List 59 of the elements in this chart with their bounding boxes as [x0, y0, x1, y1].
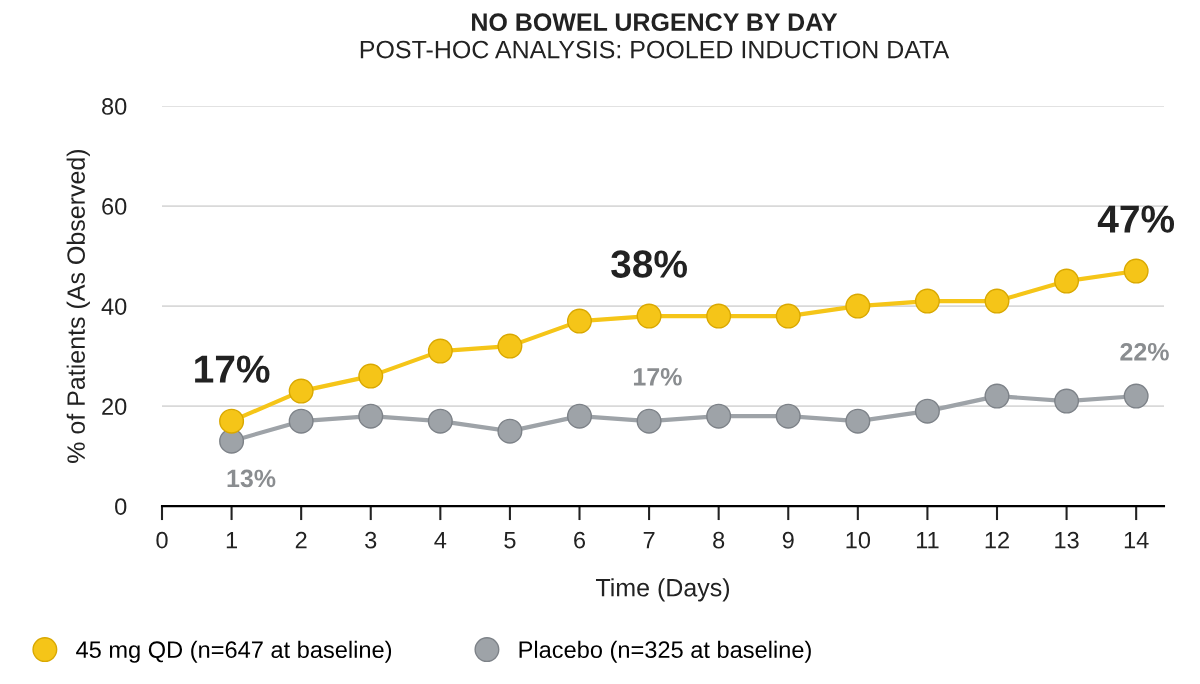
annotation: 17%	[633, 367, 682, 386]
x-tick-label: 6	[574, 531, 586, 549]
chart-subtitle: POST-HOC ANALYSIS: POOLED INDUCTION DATA	[360, 40, 950, 59]
point	[1054, 268, 1080, 294]
y-tick-label: 0	[115, 498, 127, 515]
x-tick-label: 5	[504, 532, 516, 549]
point	[358, 363, 384, 389]
legend-label: Placebo (n=325 at baseline)	[519, 640, 811, 663]
point	[636, 303, 662, 329]
x-tick-label: 1	[226, 532, 237, 549]
point	[566, 403, 593, 429]
x-tick-label: 7	[643, 532, 655, 549]
x-tick-label: 11	[916, 532, 939, 549]
point	[497, 333, 523, 359]
x-tick-label: 14	[1124, 532, 1149, 549]
point	[1054, 388, 1080, 414]
y-axis-title: % of Patients (As Observed)	[66, 149, 90, 463]
y-tick-label: 60	[102, 198, 127, 215]
x-tick-label: 0	[156, 531, 168, 549]
point	[497, 418, 523, 444]
y-tick-label: 40	[101, 298, 127, 315]
x-tick-label: 2	[295, 531, 307, 549]
chart-title: NO BOWEL URGENCY BY DAY	[472, 13, 838, 32]
point	[845, 408, 871, 434]
y-tick-label: 20	[102, 398, 127, 415]
annotation: 22%	[1120, 342, 1169, 361]
point	[775, 403, 801, 429]
x-tick-label: 4	[434, 532, 447, 549]
point	[914, 288, 940, 314]
annotation: 13%	[227, 469, 276, 488]
legend-label: 45 mg QD (n=647 at baseline)	[76, 640, 392, 663]
point	[427, 338, 453, 364]
annotation: 47%	[1097, 205, 1175, 233]
x-tick-label: 9	[782, 531, 794, 549]
point	[636, 408, 662, 434]
point	[358, 403, 384, 429]
point	[984, 288, 1010, 314]
point	[706, 403, 732, 429]
point	[566, 308, 593, 334]
point	[288, 408, 314, 434]
point	[775, 303, 801, 329]
y-tick-label: 80	[102, 98, 127, 115]
point	[706, 303, 732, 329]
point	[914, 398, 940, 424]
annotation: 17%	[195, 355, 270, 383]
point	[219, 408, 245, 434]
x-tick-label: 13	[1055, 531, 1079, 549]
point	[1123, 258, 1149, 284]
x-tick-label: 12	[985, 531, 1009, 549]
x-tick-label: 10	[846, 531, 871, 549]
point	[1123, 383, 1149, 409]
point	[288, 378, 314, 404]
x-axis-title: Time (Days)	[595, 578, 730, 602]
x-tick-label: 3	[365, 531, 377, 549]
point	[984, 383, 1010, 409]
x-tick-label: 8	[713, 531, 725, 549]
annotation: 38%	[611, 250, 687, 278]
point	[427, 408, 453, 434]
point	[845, 293, 871, 319]
